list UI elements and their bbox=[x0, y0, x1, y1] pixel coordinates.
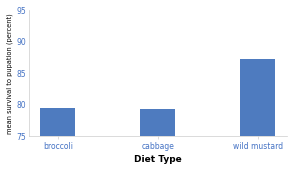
Bar bbox=[141, 109, 176, 171]
Bar bbox=[240, 59, 275, 171]
Bar bbox=[41, 108, 76, 171]
Y-axis label: mean survival to pupation (percent): mean survival to pupation (percent) bbox=[7, 13, 14, 134]
X-axis label: Diet Type: Diet Type bbox=[134, 155, 182, 164]
